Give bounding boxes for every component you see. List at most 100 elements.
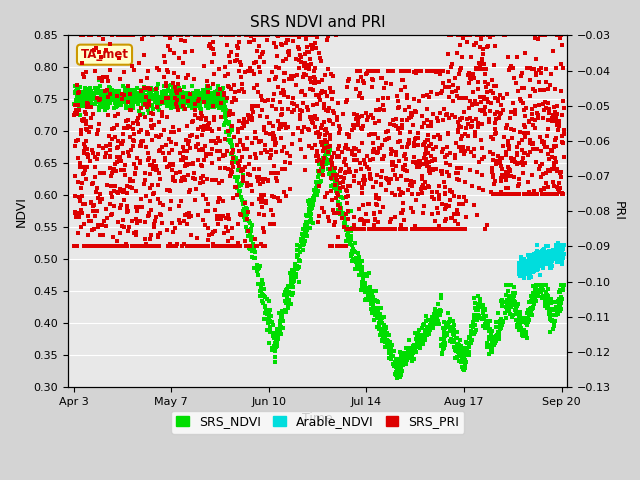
Point — [557, 287, 568, 294]
Point — [268, 346, 278, 353]
Point — [451, 225, 461, 233]
Point — [558, 246, 568, 253]
Point — [538, 253, 548, 261]
Point — [369, 307, 379, 315]
Point — [436, 170, 447, 178]
Point — [397, 164, 408, 171]
Point — [474, 59, 484, 67]
Point — [549, 182, 559, 190]
Point — [367, 305, 378, 313]
Point — [343, 229, 353, 237]
Point — [401, 156, 412, 163]
Point — [314, 160, 324, 168]
Point — [509, 110, 520, 118]
Point — [191, 142, 202, 150]
Point — [455, 345, 465, 353]
Point — [193, 125, 203, 133]
Point — [346, 247, 356, 255]
Point — [164, 87, 174, 95]
Point — [436, 350, 447, 358]
Point — [285, 289, 295, 297]
Point — [157, 88, 167, 96]
Point — [325, 132, 335, 139]
Point — [105, 66, 115, 74]
Point — [339, 242, 349, 250]
Point — [204, 119, 214, 127]
Point — [134, 92, 144, 100]
Point — [220, 113, 230, 120]
Point — [532, 265, 543, 273]
Point — [157, 91, 168, 99]
Point — [275, 319, 285, 327]
Point — [281, 192, 291, 200]
Point — [307, 116, 317, 123]
Point — [491, 190, 501, 197]
Point — [509, 173, 519, 181]
Point — [554, 256, 564, 264]
Point — [425, 225, 435, 233]
Point — [147, 136, 157, 144]
Point — [353, 111, 363, 119]
Point — [543, 125, 554, 132]
Point — [477, 32, 488, 39]
Point — [453, 210, 463, 217]
Point — [552, 255, 563, 263]
Point — [422, 106, 432, 113]
Point — [451, 152, 461, 159]
Point — [539, 138, 549, 145]
Point — [475, 32, 485, 39]
Point — [187, 118, 197, 125]
Point — [540, 252, 550, 260]
Point — [325, 242, 335, 250]
Point — [202, 93, 212, 101]
Point — [326, 172, 337, 180]
Point — [222, 242, 232, 250]
Point — [374, 325, 384, 333]
Point — [502, 121, 512, 129]
Point — [328, 181, 339, 189]
Point — [330, 174, 340, 181]
Point — [132, 207, 142, 215]
Point — [208, 240, 218, 247]
Point — [129, 98, 140, 106]
Point — [79, 141, 89, 148]
Point — [513, 261, 524, 269]
Point — [518, 262, 529, 269]
Point — [136, 86, 146, 94]
Point — [444, 93, 454, 101]
Point — [267, 345, 277, 352]
Point — [409, 178, 419, 186]
Point — [548, 251, 558, 259]
Point — [205, 137, 216, 145]
Point — [550, 318, 561, 325]
Point — [557, 111, 567, 119]
Point — [513, 143, 523, 150]
Point — [457, 114, 467, 122]
Point — [521, 319, 531, 327]
Point — [203, 94, 213, 102]
Point — [228, 81, 239, 89]
Point — [218, 153, 228, 160]
Point — [312, 181, 323, 189]
Point — [262, 148, 272, 156]
Point — [164, 135, 175, 143]
Point — [177, 94, 188, 102]
Point — [217, 87, 227, 95]
Point — [90, 93, 100, 100]
Point — [449, 74, 460, 82]
Point — [143, 213, 153, 220]
Point — [288, 278, 298, 286]
Point — [320, 126, 330, 134]
Point — [485, 335, 495, 343]
Point — [512, 161, 522, 168]
Point — [129, 169, 140, 177]
Point — [340, 193, 351, 201]
Point — [289, 267, 299, 275]
Point — [470, 39, 481, 47]
Point — [447, 188, 458, 195]
Point — [326, 167, 336, 174]
Point — [520, 262, 530, 269]
Point — [270, 343, 280, 351]
Point — [234, 182, 244, 190]
Point — [431, 68, 441, 76]
